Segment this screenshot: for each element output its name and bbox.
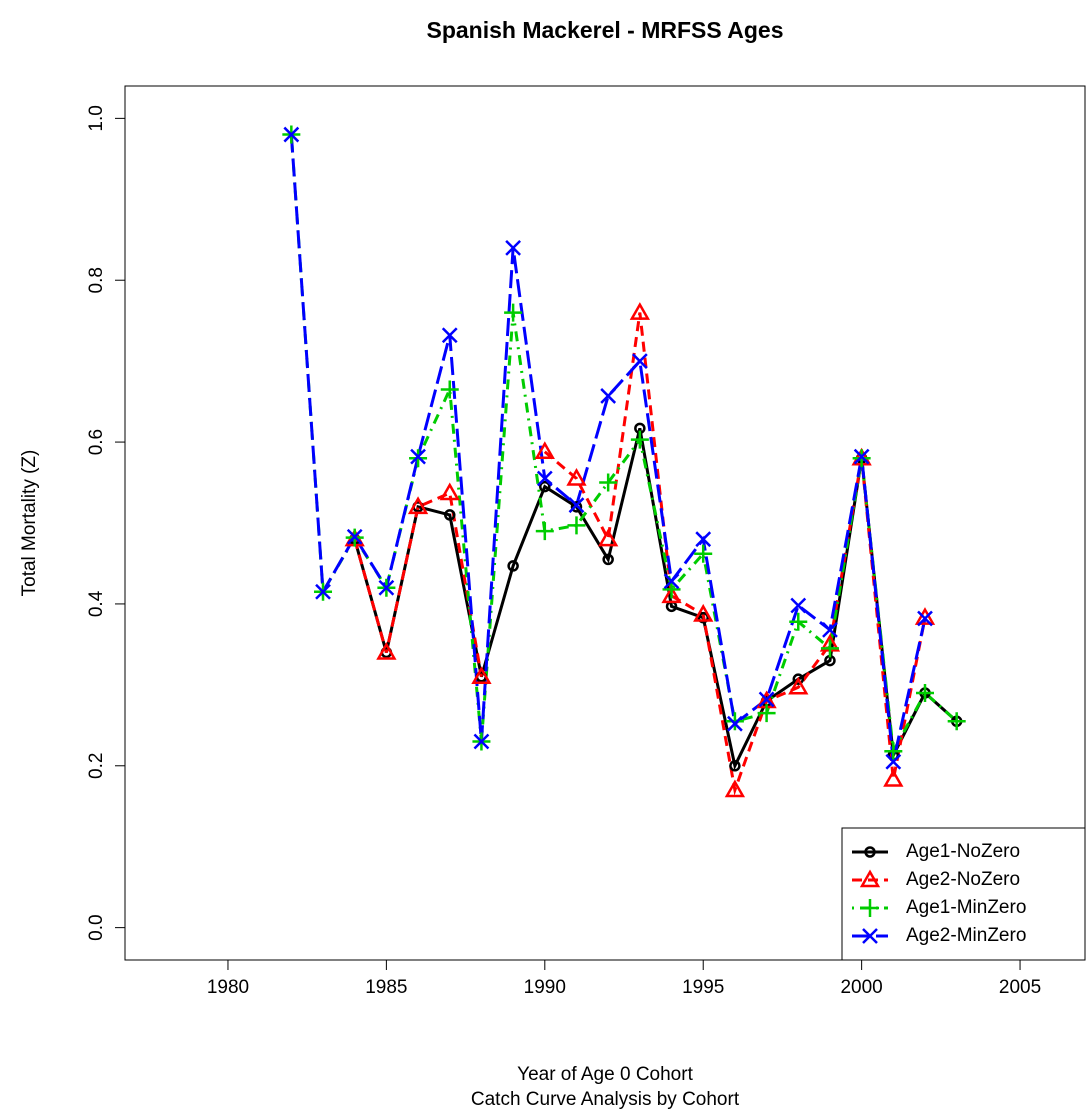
point [568,497,585,514]
legend-marker [861,899,879,917]
point [884,742,903,761]
x-tick-label: 1990 [524,977,566,998]
legend-label: Age2-NoZero [906,869,1020,890]
point [566,467,587,486]
y-tick-label: 0.2 [86,753,107,779]
legend-label: Age2-MinZero [906,925,1026,946]
point [473,733,490,750]
x-axis-label: Year of Age 0 Cohort [517,1064,693,1085]
point [947,712,966,731]
point [663,573,680,590]
x-tick-label: 1985 [365,977,407,998]
point [693,603,714,622]
point [914,607,936,625]
point [407,496,429,515]
point [853,448,870,465]
point [758,691,775,708]
point [883,769,904,787]
y-axis-label: Total Mortality (Z) [19,450,40,597]
subtitle: Catch Curve Analysis by Cohort [471,1089,740,1110]
point [822,621,838,638]
point [725,712,744,731]
point [694,544,713,563]
point [661,585,682,604]
x-tick-label: 2000 [840,977,882,998]
legend-marker [864,846,876,858]
point [729,760,741,772]
y-tick-label: 0.0 [86,914,107,940]
point [378,579,395,596]
chart-title: Spanish Mackerel - MRFSS Ages [426,17,783,43]
point [444,509,456,521]
plot-frame [124,85,1086,961]
point [599,473,618,492]
point [504,303,523,322]
point [727,715,743,732]
point [885,753,902,770]
point [283,126,300,143]
legend-marker [859,869,881,888]
point [410,448,426,465]
point [376,641,397,660]
y-tick-label: 0.6 [86,429,107,455]
point [598,528,619,547]
point [724,779,746,798]
point [602,553,614,566]
y-tick-label: 1.0 [86,105,107,131]
legend-marker [862,928,878,944]
point [662,580,681,599]
point [697,611,709,624]
point [695,531,712,548]
point [757,704,776,723]
point [570,501,583,513]
series-line [289,134,958,757]
x-tick-label: 2005 [999,977,1041,998]
point [441,327,458,344]
point [820,639,839,658]
point [788,676,809,695]
point [536,470,553,487]
point [600,388,617,404]
point [471,666,492,685]
point [916,683,934,702]
legend-label: Age1-NoZero [906,841,1020,862]
point [631,353,648,370]
series-line [289,134,927,763]
point [630,430,649,449]
legend: Age1-NoZero Age2-NoZero Age1-MinZero Age2-M… [841,827,1086,961]
series-line [353,427,958,771]
point [315,583,331,600]
point [505,239,522,256]
point [440,380,459,399]
y-tick-label: 0.4 [86,590,107,617]
point [917,610,933,627]
legend-box [841,827,1086,961]
point [567,516,586,535]
series-line [353,312,927,796]
point [535,522,554,541]
point [534,441,555,460]
point [439,482,460,501]
y-tick-label: 0.8 [86,267,107,293]
point [790,597,807,614]
legend-label: Age1-MinZero [906,897,1026,918]
point [629,302,651,320]
point [539,480,551,493]
x-tick-label: 1980 [207,977,249,998]
point [507,560,519,572]
point [792,673,805,685]
point [346,528,363,545]
point [789,612,808,631]
x-tick-label: 1995 [682,977,724,998]
